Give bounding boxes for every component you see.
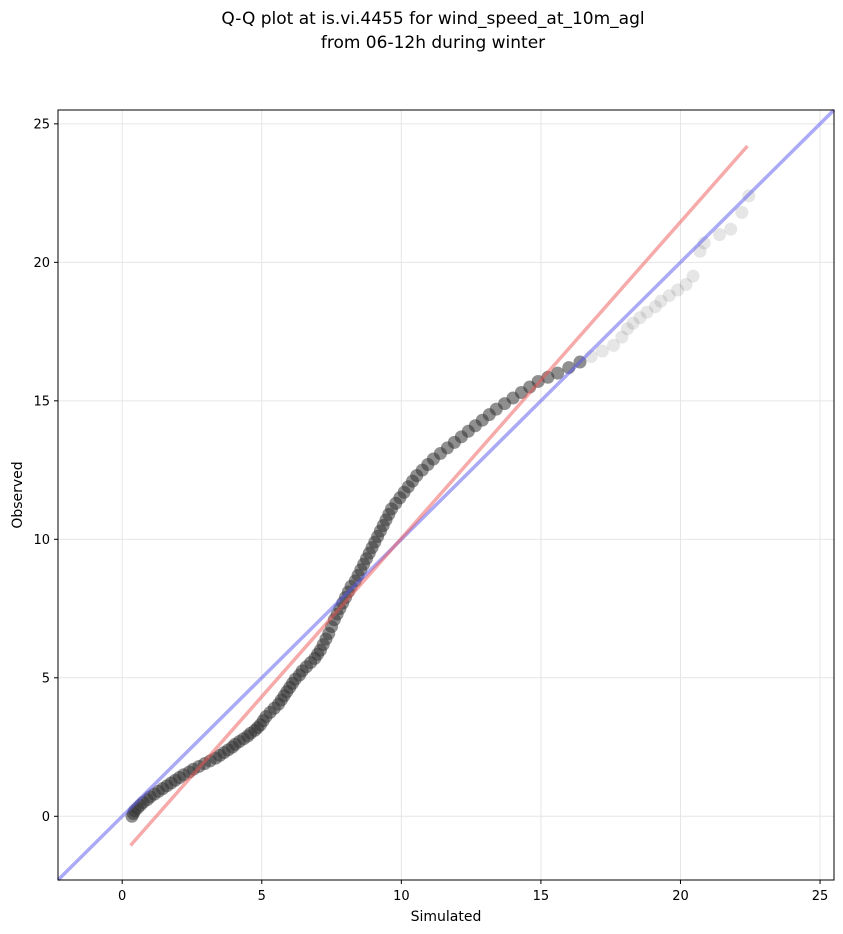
data-point	[595, 344, 609, 358]
data-point	[551, 366, 565, 380]
y-tick-label: 10	[33, 533, 50, 548]
y-tick-label: 20	[33, 256, 50, 271]
x-tick-label: 25	[812, 889, 829, 904]
data-points	[125, 189, 756, 823]
fit-line	[129, 144, 749, 847]
x-tick-label: 20	[672, 889, 689, 904]
data-point	[662, 289, 676, 303]
data-point	[671, 283, 685, 297]
data-point	[686, 269, 700, 283]
x-tick-label: 15	[533, 889, 550, 904]
x-axis-ticks: 0 5 10 15 20 25	[118, 880, 828, 904]
x-axis-label: Simulated	[411, 909, 482, 925]
chart-title-line-2: from 06-12h during winter	[321, 33, 545, 53]
data-point	[633, 311, 647, 325]
x-tick-label: 10	[393, 889, 410, 904]
plot-frame	[57, 109, 835, 881]
data-point	[713, 228, 727, 242]
y-tick-label: 15	[33, 394, 50, 409]
data-point	[640, 305, 654, 319]
data-point	[724, 222, 738, 236]
identity-line	[56, 108, 836, 882]
y-axis-label: Observed	[10, 461, 26, 528]
data-point	[648, 300, 662, 314]
data-point	[654, 294, 668, 308]
data-point	[679, 277, 693, 291]
chart-title-line-1: Q-Q plot at is.vi.4455 for wind_speed_at…	[221, 9, 644, 29]
x-tick-label: 5	[258, 889, 266, 904]
data-point	[606, 338, 620, 352]
grid-lines	[58, 110, 834, 880]
data-point	[626, 316, 640, 330]
y-tick-label: 25	[33, 117, 50, 132]
x-tick-label: 0	[118, 889, 126, 904]
y-axis-ticks: 0 5 10 15 20 25	[33, 117, 58, 825]
reference-lines	[56, 108, 836, 882]
y-tick-label: 0	[42, 810, 50, 825]
data-point	[620, 322, 634, 336]
y-tick-label: 5	[42, 671, 50, 686]
data-point	[735, 205, 749, 219]
data-point	[615, 330, 629, 344]
